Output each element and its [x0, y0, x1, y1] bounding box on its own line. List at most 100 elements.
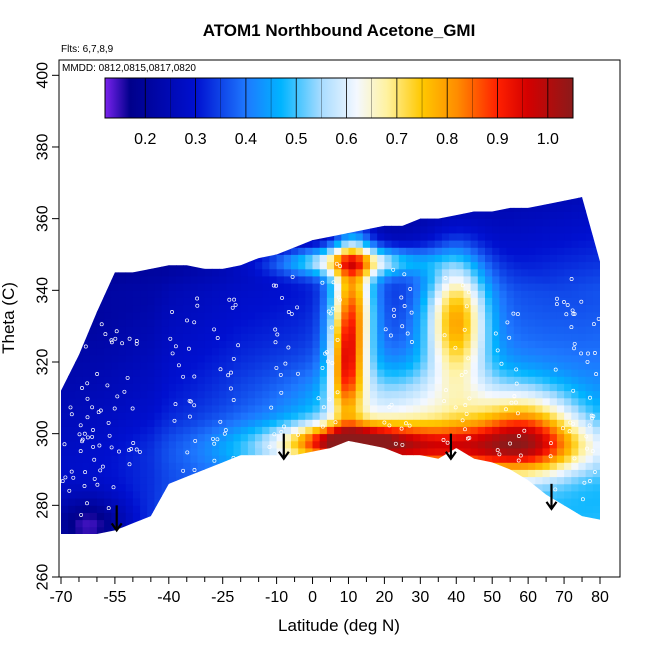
heatmap-cell [305, 491, 313, 499]
heatmap-cell [219, 218, 227, 227]
heatmap-cell [305, 233, 313, 241]
heatmap-cell [334, 498, 342, 506]
heatmap-cell [190, 354, 198, 363]
heatmap-cell [226, 419, 234, 427]
heatmap-cell [283, 412, 292, 420]
heatmap-cell [600, 520, 608, 528]
heatmap-cell [247, 412, 256, 420]
heatmap-cell [406, 304, 414, 313]
heatmap-cell [125, 290, 134, 298]
heatmap-cell [291, 491, 299, 499]
heatmap-cell [154, 297, 162, 306]
heatmap-cell [226, 261, 234, 270]
heatmap-cell [571, 512, 579, 521]
heatmap-cell [82, 240, 91, 248]
heatmap-cell [161, 197, 170, 205]
heatmap-cell [456, 383, 464, 392]
heatmap-cell [556, 469, 565, 478]
heatmap-cell [240, 326, 249, 334]
heatmap-cell [140, 541, 148, 549]
heatmap-cell [276, 491, 285, 499]
heatmap-cell [398, 319, 407, 327]
heatmap-cell [154, 240, 162, 248]
heatmap-cell [370, 233, 378, 241]
heatmap-cell [384, 426, 392, 435]
heatmap-cell [176, 526, 184, 534]
heatmap-cell [305, 261, 313, 270]
heatmap-cell [75, 519, 83, 528]
heatmap-cell [477, 197, 486, 205]
heatmap-cell [362, 233, 371, 241]
heatmap-cell [578, 319, 586, 327]
heatmap-cell [312, 297, 321, 306]
heatmap-cell [326, 333, 335, 341]
heatmap-cell [492, 326, 500, 334]
heatmap-cell [147, 426, 155, 435]
heatmap-cell [312, 505, 321, 513]
heatmap-cell [75, 526, 83, 534]
heatmap-cell [168, 319, 177, 327]
heatmap-cell [255, 240, 263, 248]
heatmap-cell [556, 390, 565, 399]
heatmap-cell [592, 476, 600, 485]
flights-note: Flts: 6,7,8,9 [61, 44, 114, 55]
heatmap-cell [269, 204, 277, 212]
heatmap-cell [492, 376, 500, 384]
heatmap-cell [204, 419, 213, 427]
heatmap-cell [341, 405, 349, 413]
heatmap-cell [312, 261, 321, 270]
heatmap-cell [326, 254, 335, 263]
heatmap-cell [219, 483, 227, 492]
heatmap-cell [111, 541, 119, 549]
heatmap-cell [262, 483, 270, 492]
heatmap-cell [262, 419, 270, 427]
heatmap-cell [427, 197, 436, 205]
sample-point [495, 348, 500, 353]
x-tick-label: 0 [308, 589, 317, 606]
colorbar-tick-label: 0.2 [134, 131, 156, 148]
heatmap-cell [370, 519, 378, 528]
heatmap-cell [305, 197, 313, 198]
heatmap-cell [362, 240, 371, 248]
heatmap-cell [556, 204, 565, 212]
heatmap-cell [219, 498, 227, 506]
heatmap-cell [204, 397, 213, 406]
heatmap-cell [326, 347, 335, 356]
heatmap-cell [226, 455, 234, 463]
heatmap-cell [441, 225, 450, 234]
heatmap-cell [226, 376, 234, 384]
heatmap-cell [592, 526, 600, 534]
heatmap-cell [82, 519, 91, 528]
heatmap-cell [161, 498, 170, 506]
heatmap-cell [312, 347, 321, 356]
heatmap-cell [585, 483, 594, 492]
heatmap-cell [348, 204, 357, 212]
heatmap-cell [470, 268, 479, 277]
heatmap-cell [269, 297, 277, 306]
heatmap-cell [96, 211, 105, 220]
sample-point [212, 458, 217, 463]
heatmap-cell [434, 483, 443, 492]
heatmap-cell [427, 204, 436, 212]
heatmap-cell [485, 419, 493, 427]
heatmap-cell [312, 383, 321, 392]
heatmap-cell [104, 541, 112, 549]
heatmap-cell [398, 261, 407, 270]
heatmap-cell [154, 197, 162, 205]
sample-point [212, 441, 217, 446]
heatmap-cell [434, 383, 443, 392]
heatmap-cell [269, 405, 277, 413]
heatmap-cell [89, 211, 98, 220]
heatmap-cell [334, 433, 342, 442]
heatmap-cell [104, 197, 112, 205]
heatmap-cell [319, 397, 328, 406]
heatmap-cell [477, 204, 486, 212]
heatmap-cell [377, 283, 385, 291]
heatmap-cell [147, 397, 155, 406]
heatmap-cell [492, 405, 500, 413]
heatmap-cell [492, 469, 500, 478]
sample-point [569, 277, 574, 281]
heatmap-cell [334, 354, 342, 363]
heatmap-cell [190, 419, 198, 427]
heatmap-cell [556, 526, 565, 534]
